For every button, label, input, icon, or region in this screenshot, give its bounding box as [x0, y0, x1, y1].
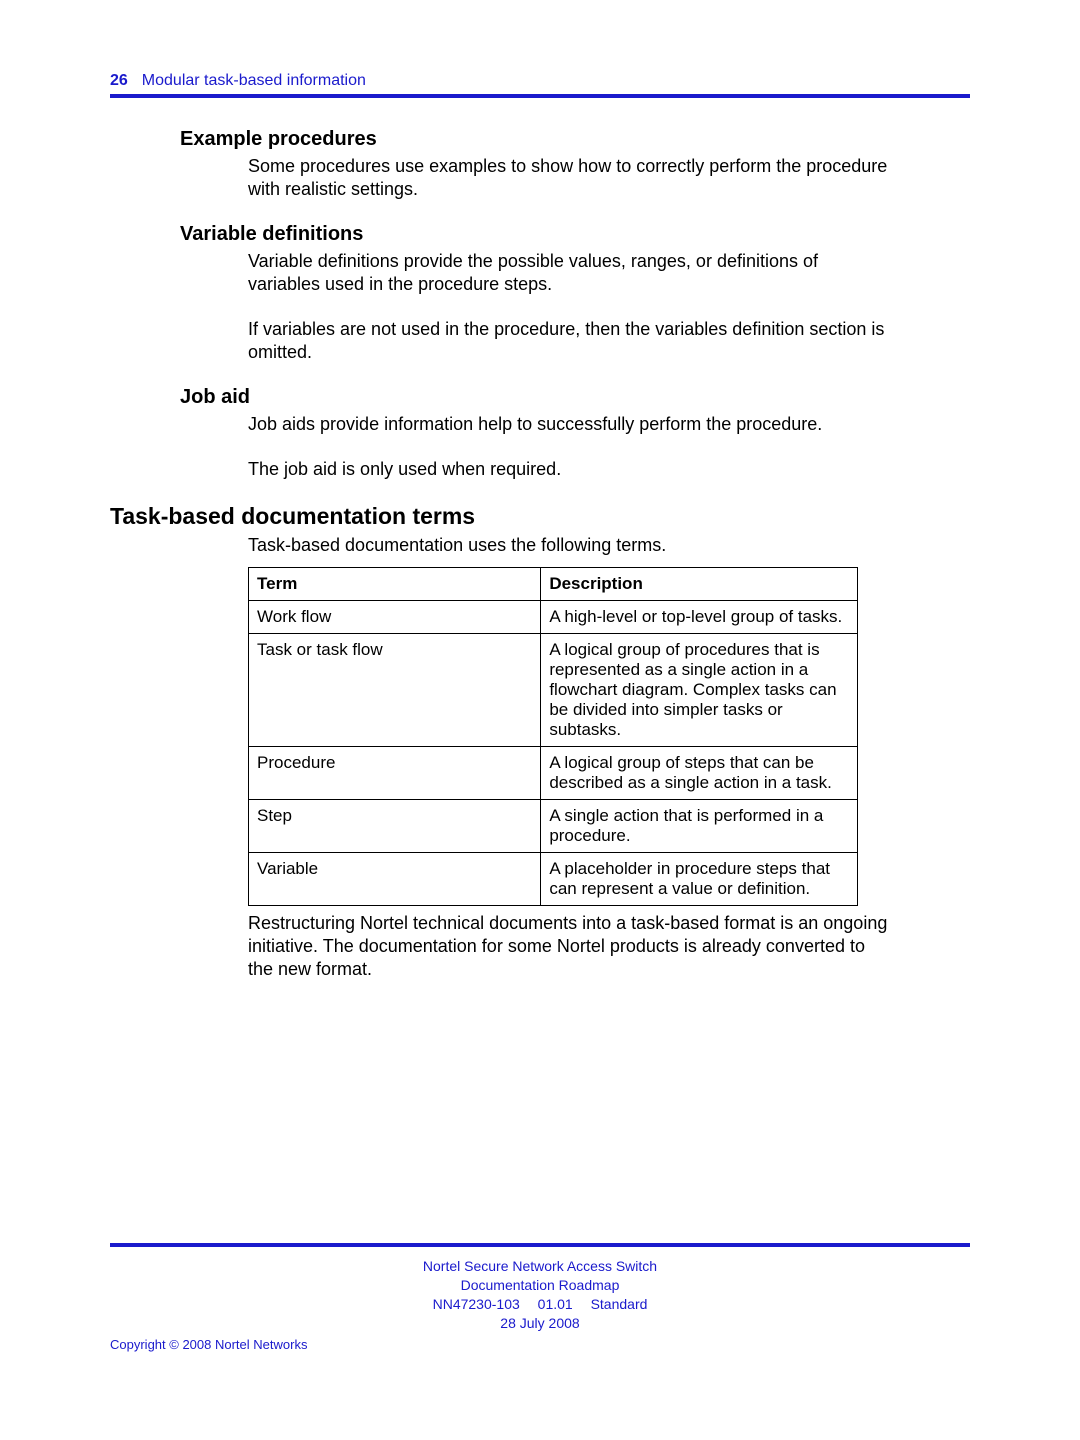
- paragraph: Task-based documentation uses the follow…: [248, 534, 888, 557]
- heading-variable-definitions: Variable definitions: [180, 223, 970, 246]
- cell-term: Step: [249, 800, 541, 853]
- chapter-title: Modular task-based information: [142, 72, 366, 90]
- paragraph: If variables are not used in the procedu…: [248, 318, 888, 364]
- document-page: 26 Modular task-based information Exampl…: [0, 0, 1080, 1440]
- paragraph: Some procedures use examples to show how…: [248, 155, 888, 201]
- cell-description: A logical group of steps that can be des…: [541, 747, 858, 800]
- running-header: 26 Modular task-based information: [110, 72, 970, 90]
- footer-text-block: Nortel Secure Network Access Switch Docu…: [110, 1257, 970, 1333]
- table-header-row: Term Description: [249, 568, 858, 601]
- cell-description: A placeholder in procedure steps that ca…: [541, 853, 858, 906]
- cell-description: A logical group of procedures that is re…: [541, 634, 858, 747]
- heading-task-based-terms: Task-based documentation terms: [110, 503, 970, 530]
- cell-term: Variable: [249, 853, 541, 906]
- footer-line: Documentation Roadmap: [110, 1276, 970, 1295]
- column-header-term: Term: [249, 568, 541, 601]
- footer-line: 28 July 2008: [110, 1314, 970, 1333]
- copyright-text: Copyright © 2008 Nortel Networks: [110, 1337, 970, 1352]
- cell-description: A single action that is performed in a p…: [541, 800, 858, 853]
- cell-term: Procedure: [249, 747, 541, 800]
- table-row: Variable A placeholder in procedure step…: [249, 853, 858, 906]
- table-row: Task or task flow A logical group of pro…: [249, 634, 858, 747]
- table-row: Step A single action that is performed i…: [249, 800, 858, 853]
- table-row: Work flow A high-level or top-level grou…: [249, 601, 858, 634]
- footer-rule: [110, 1243, 970, 1247]
- terms-table: Term Description Work flow A high-level …: [248, 567, 858, 906]
- footer-line: NN47230-103 01.01 Standard: [110, 1295, 970, 1314]
- header-rule: [110, 94, 970, 98]
- heading-example-procedures: Example procedures: [180, 128, 970, 151]
- paragraph: Restructuring Nortel technical documents…: [248, 912, 888, 981]
- column-header-description: Description: [541, 568, 858, 601]
- paragraph: Job aids provide information help to suc…: [248, 413, 888, 436]
- footer-line: Nortel Secure Network Access Switch: [110, 1257, 970, 1276]
- paragraph: The job aid is only used when required.: [248, 458, 888, 481]
- cell-term: Work flow: [249, 601, 541, 634]
- heading-job-aid: Job aid: [180, 386, 970, 409]
- table-row: Procedure A logical group of steps that …: [249, 747, 858, 800]
- cell-term: Task or task flow: [249, 634, 541, 747]
- page-footer: Nortel Secure Network Access Switch Docu…: [110, 1243, 970, 1352]
- page-content: Example procedures Some procedures use e…: [188, 128, 970, 981]
- page-number: 26: [110, 72, 128, 90]
- paragraph: Variable definitions provide the possibl…: [248, 250, 888, 296]
- cell-description: A high-level or top-level group of tasks…: [541, 601, 858, 634]
